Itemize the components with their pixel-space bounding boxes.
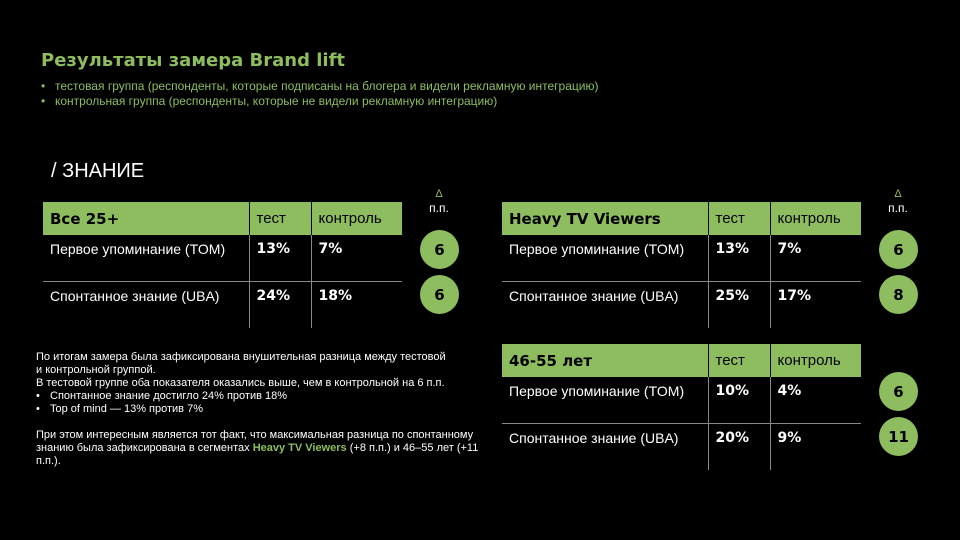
table-all-25: Все 25+ тест контроль Первое упоминание … xyxy=(43,202,402,328)
page-title: Результаты замера Brand lift xyxy=(41,50,346,71)
summary-line: По итогам замера была зафиксирована внуш… xyxy=(36,351,446,363)
table-row: Спонтанное знание (UBA) 24% 18% xyxy=(43,281,402,328)
table-row: Первое упоминание (TOM) 10% 4% xyxy=(502,377,861,424)
test-value: 24% xyxy=(248,281,311,328)
subtitle-bullet: • тестовая группа (респонденты, которые п… xyxy=(41,79,599,93)
diff-badge: 6 xyxy=(879,230,918,269)
summary-line: и контрольной группой. xyxy=(36,364,156,376)
table-row: Спонтанное знание (UBA) 20% 9% xyxy=(502,423,861,470)
test-value: 13% xyxy=(707,235,770,282)
subtitle-bullets: • тестовая группа (респонденты, которые п… xyxy=(41,79,598,109)
summary-line: В тестовой группе оба показателя оказали… xyxy=(36,377,445,389)
diff-badge: 6 xyxy=(879,372,918,411)
subtitle-bullet: • контрольная группа (респонденты, которы… xyxy=(41,94,498,108)
metric-name: Первое упоминание (TOM) xyxy=(502,377,708,424)
test-value: 13% xyxy=(248,235,311,282)
table-header: 46-55 лет тест контроль xyxy=(502,344,861,377)
delta-header: Δ п.п. xyxy=(419,187,459,215)
delta-icon: Δ xyxy=(894,188,902,200)
segment-name: Все 25+ xyxy=(43,202,249,235)
col-test: тест xyxy=(248,202,311,235)
test-value: 10% xyxy=(707,377,770,424)
segment-name: 46-55 лет xyxy=(502,344,708,377)
diff-badge: 8 xyxy=(879,275,918,314)
metric-name: Спонтанное знание (UBA) xyxy=(509,430,679,446)
table-header: Heavy TV Viewers тест контроль xyxy=(502,202,861,235)
control-value: 18% xyxy=(310,281,402,328)
table-row: Первое упоминание (TOM) 13% 7% xyxy=(43,235,402,282)
delta-icon: Δ xyxy=(435,188,443,200)
control-value: 9% xyxy=(769,423,861,470)
delta-label: п.п. xyxy=(888,201,908,215)
metric-name: Спонтанное знание (UBA) xyxy=(50,288,220,304)
delta-header: Δ п.п. xyxy=(878,187,918,215)
metric-name: Первое упоминание (TOM) xyxy=(502,235,708,282)
table-row: Спонтанное знание (UBA) 25% 17% xyxy=(502,281,861,328)
metric-name: Спонтанное знание (UBA) xyxy=(509,288,679,304)
table-46-55: 46-55 лет тест контроль Первое упоминани… xyxy=(502,344,861,470)
section-title: / ЗНАНИЕ xyxy=(51,160,145,182)
test-value: 25% xyxy=(707,281,770,328)
summary-text: По итогам замера была зафиксирована внуш… xyxy=(36,351,496,468)
delta-label: п.п. xyxy=(429,201,449,215)
control-value: 4% xyxy=(769,377,861,424)
control-value: 7% xyxy=(310,235,402,282)
segment-name: Heavy TV Viewers xyxy=(502,202,708,235)
col-control: контроль xyxy=(769,202,861,235)
col-test: тест xyxy=(707,344,770,377)
control-value: 17% xyxy=(769,281,861,328)
summary-bullet: • Спонтанное знание достигло 24% против 1… xyxy=(36,390,288,402)
diff-badge: 6 xyxy=(420,275,459,314)
highlight-segment: Heavy TV Viewers xyxy=(252,442,347,454)
col-test: тест xyxy=(707,202,770,235)
test-value: 20% xyxy=(707,423,770,470)
diff-badge: 6 xyxy=(420,230,459,269)
table-row: Первое упоминание (TOM) 13% 7% xyxy=(502,235,861,282)
col-control: контроль xyxy=(310,202,402,235)
metric-name: Первое упоминание (TOM) xyxy=(43,235,249,282)
table-heavy-tv: Heavy TV Viewers тест контроль Первое уп… xyxy=(502,202,861,328)
summary-bullet: • Top of mind — 13% против 7% xyxy=(36,403,203,415)
diff-badge: 11 xyxy=(879,417,918,456)
summary-paragraph: При этом интересным является тот факт, ч… xyxy=(36,429,479,467)
col-control: контроль xyxy=(769,344,861,377)
table-header: Все 25+ тест контроль xyxy=(43,202,402,235)
control-value: 7% xyxy=(769,235,861,282)
summary-bullets: • Спонтанное знание достигло 24% против 1… xyxy=(36,390,496,416)
